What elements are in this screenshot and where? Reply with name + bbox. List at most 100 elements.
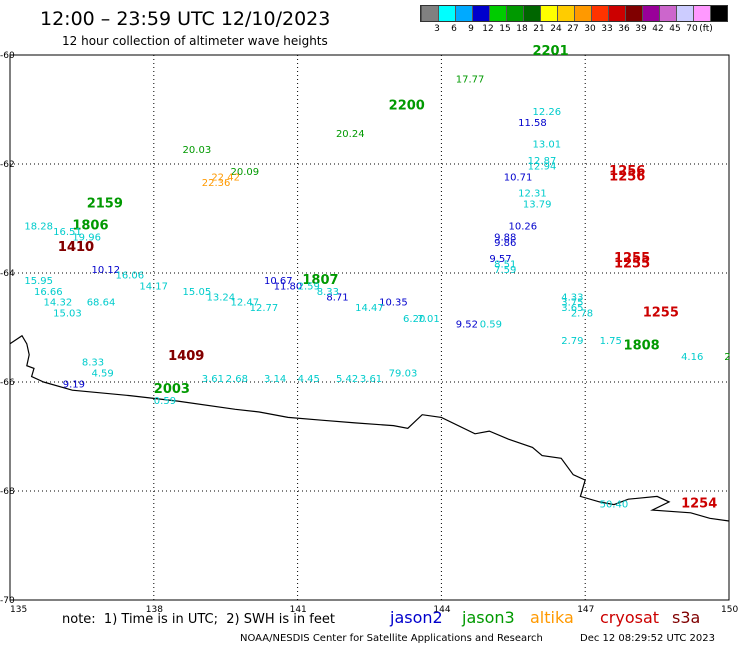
wave-height-label: 50.40 bbox=[600, 499, 629, 510]
color-scale-swatch bbox=[642, 6, 659, 21]
wave-height-label: 4.33 bbox=[561, 292, 583, 303]
wave-height-label: 14.47 bbox=[355, 303, 384, 314]
wave-height-label: 20.24 bbox=[336, 129, 365, 140]
wave-height-label: 8.33 bbox=[82, 358, 104, 369]
wave-height-label: 1410 bbox=[58, 240, 94, 255]
latitude-label: -64 bbox=[0, 269, 15, 279]
wave-height-label: 8.51 bbox=[494, 260, 516, 271]
wave-height-label: 1256 bbox=[609, 169, 645, 184]
wave-height-label: 2 bbox=[724, 352, 730, 363]
color-scale-swatch bbox=[455, 6, 472, 21]
wave-height-label: 13.24 bbox=[207, 292, 236, 303]
color-scale-swatch bbox=[625, 6, 642, 21]
color-scale-swatch bbox=[608, 6, 625, 21]
wave-height-label: 2003 bbox=[154, 382, 190, 397]
wave-height-label: 20.03 bbox=[183, 145, 212, 156]
wave-height-label: 8.33 bbox=[317, 287, 339, 298]
color-scale-swatch bbox=[710, 6, 727, 21]
color-scale-swatch bbox=[557, 6, 574, 21]
wave-height-label: 2.68 bbox=[226, 374, 248, 385]
wave-height-label: 68.64 bbox=[87, 298, 116, 309]
color-scale-swatch bbox=[591, 6, 608, 21]
color-scale-swatch bbox=[540, 6, 557, 21]
color-scale-swatch bbox=[523, 6, 540, 21]
wave-height-label: 16.66 bbox=[34, 287, 63, 298]
color-scale-label: 45 bbox=[669, 24, 681, 34]
wave-height-label: 12.94 bbox=[528, 161, 557, 172]
wave-height-label: 2.79 bbox=[561, 336, 583, 347]
color-scale-unit: (ft) bbox=[699, 24, 713, 34]
wave-height-label: 0.59 bbox=[480, 320, 502, 331]
wave-height-label: 2.78 bbox=[571, 309, 593, 320]
wave-height-label: 6.20 bbox=[403, 314, 425, 325]
color-scale-label: 3 bbox=[434, 24, 440, 34]
wave-height-label: 1409 bbox=[168, 349, 204, 364]
wave-height-label: 0.59 bbox=[154, 396, 176, 407]
wave-height-label: 12.87 bbox=[528, 156, 557, 167]
color-scale-swatch bbox=[676, 6, 693, 21]
color-scale-swatch bbox=[438, 6, 455, 21]
color-scale-label: 9 bbox=[468, 24, 474, 34]
wave-height-label: 7.01 bbox=[417, 314, 439, 325]
wave-height-label: 10.71 bbox=[504, 172, 533, 183]
color-scale-swatch bbox=[421, 6, 438, 21]
legend-item-jason3: jason3 bbox=[462, 608, 515, 627]
wave-height-label: 14.32 bbox=[44, 298, 73, 309]
color-scale-label: 27 bbox=[567, 24, 579, 34]
coastline bbox=[9, 334, 730, 522]
color-scale-label: 21 bbox=[533, 24, 545, 34]
wave-height-label: 4.45 bbox=[298, 374, 320, 385]
color-scale-swatch bbox=[506, 6, 523, 21]
wave-height-label: 1410 bbox=[58, 240, 94, 255]
wave-height-label: 3.14 bbox=[264, 374, 286, 385]
color-scale-bar bbox=[420, 5, 728, 22]
color-scale-swatch bbox=[659, 6, 676, 21]
footer-note: note: 1) Time is in UTC; 2) SWH is in fe… bbox=[62, 612, 335, 627]
longitude-label: 138 bbox=[146, 605, 163, 615]
wave-height-label: 22.42 bbox=[211, 172, 240, 183]
color-scale-label: 33 bbox=[601, 24, 613, 34]
footer-timestamp: Dec 12 08:29:52 UTC 2023 bbox=[580, 633, 715, 644]
wave-height-label: 2.59 bbox=[298, 281, 320, 292]
legend-item-jason2: jason2 bbox=[390, 608, 443, 627]
color-scale-label: 70 bbox=[686, 24, 698, 34]
wave-height-label: 2159 bbox=[87, 197, 123, 212]
latitude-label: -68 bbox=[0, 487, 15, 497]
wave-height-label: 20.09 bbox=[230, 167, 259, 178]
longitude-label: 144 bbox=[433, 605, 450, 615]
wave-height-label: 79.03 bbox=[389, 369, 418, 380]
wave-height-label: 12.26 bbox=[532, 107, 561, 118]
legend-item-s3a: s3a bbox=[672, 608, 701, 627]
wave-height-label: 1255 bbox=[643, 306, 679, 321]
wave-height-label: 9.88 bbox=[494, 232, 516, 243]
wave-height-label: 19.96 bbox=[72, 232, 101, 243]
wave-height-label: 1409 bbox=[168, 349, 204, 364]
wave-height-label: 16.06 bbox=[115, 270, 144, 281]
page-subtitle: 12 hour collection of altimeter wave hei… bbox=[62, 34, 328, 48]
color-scale-label: 39 bbox=[635, 24, 647, 34]
wave-height-label: 1807 bbox=[302, 273, 338, 288]
longitude-label: 150 bbox=[721, 605, 738, 615]
latitude-label: -60 bbox=[0, 51, 15, 61]
latitude-label: -62 bbox=[0, 160, 15, 170]
color-scale-swatch bbox=[472, 6, 489, 21]
color-scale-swatch bbox=[574, 6, 591, 21]
wave-height-label: 22.36 bbox=[202, 178, 231, 189]
wave-height-label: 15.95 bbox=[24, 276, 53, 287]
wave-height-label: 3.61 bbox=[360, 374, 382, 385]
legend-item-cryosat: cryosat bbox=[600, 608, 660, 627]
wave-height-label: 1256 bbox=[609, 164, 645, 179]
longitude-label: 141 bbox=[290, 605, 307, 615]
wave-height-label: 4.16 bbox=[681, 352, 703, 363]
wave-height-label: 14.17 bbox=[139, 281, 168, 292]
color-scale: 3 6 9 12 15 18 21 24 27 30 33 36 39 42 45 70 (ft) bbox=[420, 5, 728, 34]
wave-height-label: 2201 bbox=[532, 44, 568, 59]
wave-height-label: 10.35 bbox=[379, 298, 408, 309]
wave-height-label: 9.19 bbox=[63, 379, 85, 390]
color-scale-label: 15 bbox=[499, 24, 511, 34]
color-scale-label: 18 bbox=[516, 24, 528, 34]
longitude-label: 135 bbox=[10, 605, 27, 615]
color-scale-label: 12 bbox=[482, 24, 494, 34]
wave-height-label: 9.86 bbox=[494, 238, 516, 249]
